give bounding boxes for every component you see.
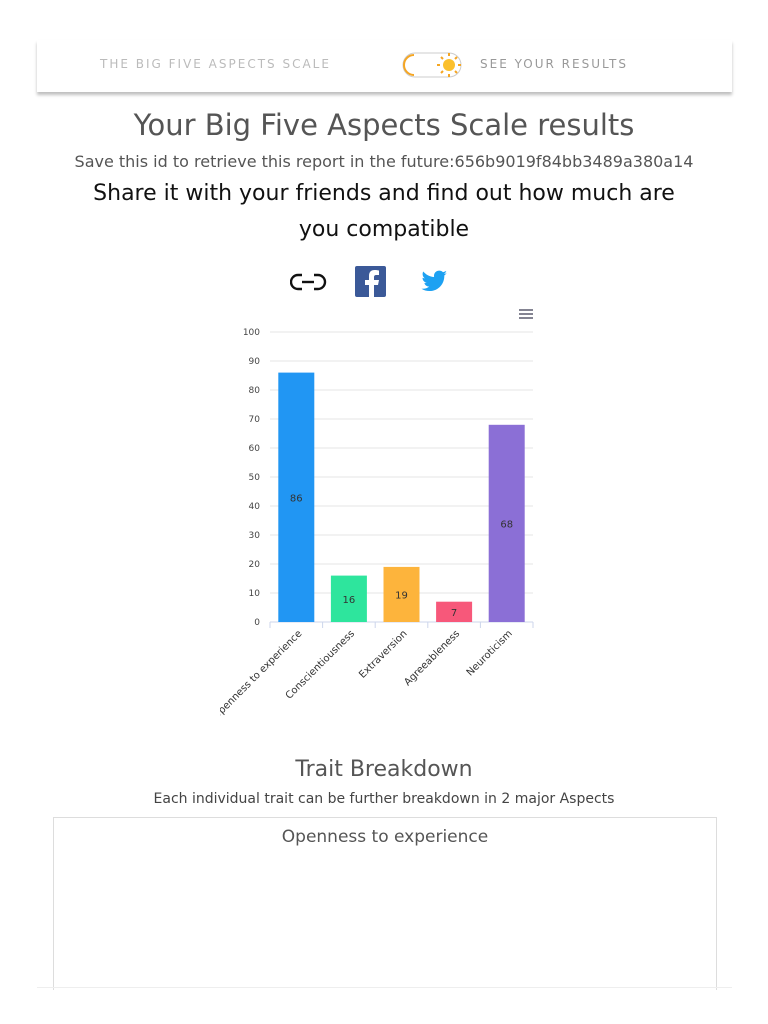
y-tick-label: 40: [249, 502, 261, 512]
y-tick-label: 50: [249, 473, 261, 483]
bar: [488, 424, 525, 622]
id-note: Save this id to retrieve this report in …: [74, 152, 694, 171]
navbar: THE BIG FIVE ASPECTS SCALE SEE YOUR RESU…: [37, 40, 732, 92]
y-tick-label: 20: [249, 560, 261, 570]
bar-chart: 0 10 20 30 40 50 60 70 80 90 100 Openness to experi…: [220, 309, 534, 720]
bar: [278, 372, 315, 622]
trait-card: Openness to experience: [53, 817, 717, 990]
data-label: 16: [343, 595, 356, 606]
y-tick-label: 70: [249, 415, 261, 425]
theme-toggle[interactable]: [402, 51, 464, 79]
y-tick-label: 80: [249, 386, 261, 396]
section-subtitle: Each individual trait can be further bre…: [153, 791, 615, 807]
page-title: Your Big Five Aspects Scale results: [133, 108, 635, 142]
brand[interactable]: THE BIG FIVE ASPECTS SCALE: [100, 57, 331, 71]
trait-card-title: Openness to experience: [281, 827, 489, 847]
bar: [383, 566, 420, 622]
share-icons: [290, 266, 448, 297]
y-tick-label: 0: [254, 618, 260, 628]
data-label: 86: [290, 493, 303, 504]
y-tick-label: 60: [249, 444, 261, 454]
x-tick-label: Agreeableness: [402, 628, 462, 688]
x-tick-label: Neuroticism: [465, 628, 515, 678]
y-tick-label: 90: [249, 357, 261, 367]
chart-menu[interactable]: [519, 309, 533, 319]
twitter-icon[interactable]: [421, 270, 448, 291]
x-tick-label: Extraversion: [357, 628, 409, 680]
share-text: Share it with your friends and find out …: [93, 181, 675, 242]
bar: [436, 601, 473, 622]
data-label: 19: [395, 590, 408, 601]
data-label: 7: [451, 608, 457, 619]
results-link[interactable]: SEE YOUR RESULTS: [480, 57, 628, 71]
facebook-icon[interactable]: [355, 266, 386, 297]
y-tick-label: 100: [243, 328, 260, 338]
section-title: Trait Breakdown: [295, 757, 473, 782]
y-tick-label: 30: [249, 531, 261, 541]
bar: [330, 575, 367, 622]
x-tick-label: Openness to experience: [220, 628, 304, 720]
link-icon[interactable]: [290, 273, 327, 291]
y-tick-label: 10: [249, 589, 261, 599]
data-label: 68: [500, 519, 513, 530]
divider: [37, 987, 732, 988]
